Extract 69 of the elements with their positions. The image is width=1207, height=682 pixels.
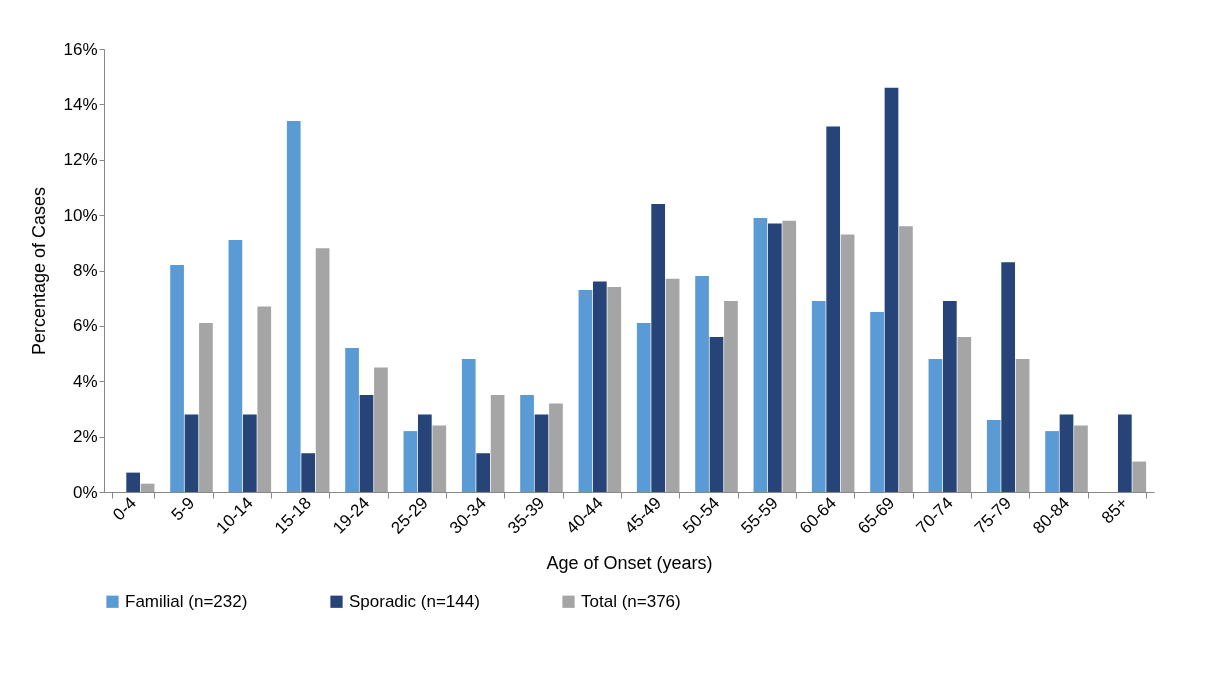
bar [811, 300, 826, 492]
bar [870, 312, 884, 492]
bar [228, 240, 243, 492]
bar [884, 87, 899, 492]
bar [315, 248, 330, 492]
bar [170, 264, 184, 492]
bar [417, 414, 432, 492]
bar [1117, 414, 1132, 492]
bar [840, 234, 855, 492]
bar [767, 223, 782, 492]
bar [461, 359, 476, 492]
bar [345, 348, 359, 492]
bar [374, 367, 388, 492]
x-axis-title: Age of Onset (years) [546, 552, 713, 573]
bar [899, 226, 913, 492]
legend-label: Familial (n=232) [125, 591, 248, 611]
y-tick-label: 12% [63, 150, 98, 170]
bar [126, 472, 141, 492]
bar [403, 431, 418, 492]
bar [651, 204, 666, 492]
bar [199, 323, 213, 492]
y-tick-label: 6% [72, 316, 98, 336]
bar [665, 278, 680, 492]
bar [1132, 461, 1147, 492]
bar [242, 414, 257, 492]
bar [286, 120, 301, 492]
bar [592, 281, 607, 492]
bar [957, 336, 972, 492]
legend-label: Sporadic (n=144) [349, 591, 480, 611]
bar [1074, 425, 1088, 492]
bar [1001, 262, 1016, 492]
bar [986, 420, 1001, 492]
x-tick-label: 5-9 [167, 493, 199, 525]
bar [753, 217, 768, 492]
bar [826, 126, 841, 492]
y-tick-label: 2% [72, 427, 98, 447]
y-tick-label: 16% [63, 39, 98, 59]
bar [724, 300, 738, 492]
bar [1059, 414, 1074, 492]
bar [928, 359, 943, 492]
bar [301, 453, 316, 492]
legend-label: Total (n=376) [581, 591, 681, 611]
bar [520, 395, 534, 492]
bar [695, 276, 709, 492]
bar [578, 289, 593, 492]
bar [432, 425, 447, 492]
bar [140, 483, 155, 492]
y-tick-label: 10% [63, 205, 98, 225]
bar [607, 287, 622, 492]
bar [1045, 431, 1059, 492]
bar [184, 414, 199, 492]
bar [782, 220, 797, 492]
bar [942, 300, 957, 492]
bar [359, 395, 374, 492]
x-tick-label: 85+ [1097, 493, 1132, 528]
bar [257, 306, 272, 492]
bar [476, 453, 491, 492]
bar [1015, 359, 1030, 492]
y-tick-label: 14% [63, 94, 98, 114]
y-tick-label: 8% [72, 261, 98, 280]
bar [709, 336, 724, 492]
y-tick-label: 0% [72, 482, 98, 502]
x-tick-label: 0-4 [109, 493, 141, 525]
bar [636, 323, 651, 492]
bar [549, 403, 563, 492]
bar [490, 395, 505, 492]
bar [534, 414, 549, 492]
y-tick-label: 4% [72, 371, 98, 391]
y-axis-title: Percentage of Cases [29, 186, 50, 356]
